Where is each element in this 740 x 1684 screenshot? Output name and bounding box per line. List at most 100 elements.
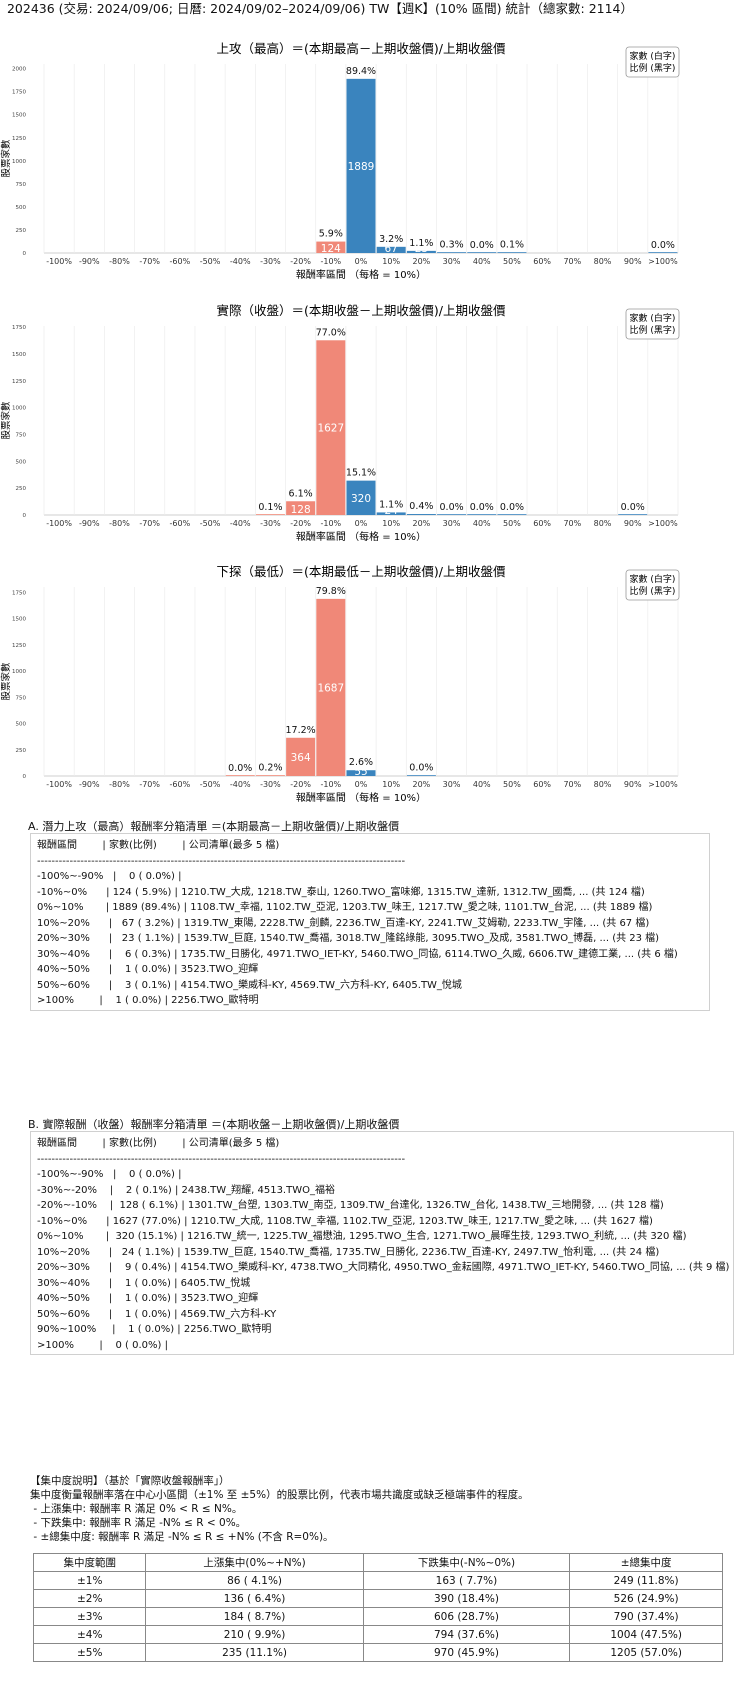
x-tick-label: -10% xyxy=(320,257,341,266)
section-a-line: 20%~30% | 23 ( 1.1%) | 1539.TW_巨庭, 1540.… xyxy=(37,933,660,944)
bar-pct-label: 0.0% xyxy=(409,763,433,774)
legend-box: 家數 (白字)比例 (黑字) xyxy=(625,308,680,340)
section-b-line: 0%~10% | 320 (15.1%) | 1216.TW_統一, 1225.… xyxy=(37,1231,687,1242)
section-b-line: 40%~50% | 1 ( 0.0%) | 3523.TWO_迎輝 xyxy=(37,1293,259,1304)
y-tick-label: 1750 xyxy=(12,590,26,596)
section-a-line: 30%~40% | 6 ( 0.3%) | 1735.TW_日勝化, 4971.… xyxy=(37,948,678,960)
section-b-line: 50%~60% | 1 ( 0.0%) | 4569.TW_六方科-KY xyxy=(37,1308,277,1320)
concentration-cell: 210 ( 9.9%) xyxy=(145,1625,364,1644)
y-tick-label: 1250 xyxy=(12,643,26,649)
bar xyxy=(286,501,316,515)
y-tick-label: 1500 xyxy=(12,352,26,358)
x-tick-label: -40% xyxy=(230,257,251,266)
x-tick-label: 80% xyxy=(594,519,612,528)
bar xyxy=(376,246,406,253)
chart-title: 實際（收盤）＝(本期收盤－上期收盤價)/上期收盤價 xyxy=(217,303,506,318)
section-b-title: B. 實際報酬（收盤）報酬率分箱清單 ＝(本期收盤－上期收盤價)/上期收盤價 xyxy=(28,1118,400,1131)
section-a-line: -100%~-90% | 0 ( 0.0%) | xyxy=(37,871,182,882)
bar xyxy=(467,252,497,253)
concentration-cell: 249 (11.8%) xyxy=(569,1571,723,1590)
section-b-line: 30%~40% | 1 ( 0.0%) | 6405.TW_悅城 xyxy=(37,1277,251,1289)
concentration-cell: 526 (24.9%) xyxy=(569,1589,723,1608)
x-axis-label: 報酬率區間 （每格 = 10%） xyxy=(296,791,426,804)
y-tick-label: 1500 xyxy=(12,617,26,623)
x-tick-label: 90% xyxy=(624,519,642,528)
x-tick-label: -30% xyxy=(260,519,281,528)
x-tick-label: -40% xyxy=(230,780,251,789)
bar-pct-label: 79.8% xyxy=(316,586,346,597)
concentration-row: ±2% 136 ( 6.4%) 390 (18.4%) 526 (24.9%) xyxy=(32,1589,723,1608)
legend-line-count: 家數 (白字) xyxy=(630,50,676,62)
concentration-header-cell: 下跌集中(-N%~0%) xyxy=(362,1553,571,1572)
x-tick-label: -10% xyxy=(320,519,341,528)
x-tick-label: -40% xyxy=(230,519,251,528)
section-a-line: 報酬區間 | 家數(比例) | 公司清單(最多 5 檔) xyxy=(37,840,280,851)
x-tick-label: >100% xyxy=(648,519,678,528)
x-tick-label: -70% xyxy=(139,519,160,528)
y-tick-label: 500 xyxy=(16,722,27,728)
bar xyxy=(376,512,406,515)
concentration-note-line: 【集中度說明】（基於「實際收盤報酬率」） xyxy=(30,1475,230,1487)
y-tick-label: 2000 xyxy=(12,67,26,73)
concentration-cell: 794 (37.6%) xyxy=(362,1625,571,1644)
x-tick-label: 40% xyxy=(473,257,491,266)
x-tick-label: -80% xyxy=(109,780,130,789)
bar xyxy=(316,340,346,515)
y-tick-label: 1750 xyxy=(12,90,26,96)
x-tick-label: -80% xyxy=(109,257,130,266)
section-a-line: 10%~20% | 67 ( 3.2%) | 1319.TW_東陽, 2228.… xyxy=(37,917,650,929)
bar xyxy=(316,598,346,776)
legend-box: 家數 (白字)比例 (黑字) xyxy=(625,46,680,78)
y-tick-label: 750 xyxy=(16,695,27,701)
bar-count-label: 1889 xyxy=(348,161,375,173)
x-tick-label: 80% xyxy=(594,257,612,266)
bar-count-label: 1627 xyxy=(317,423,344,435)
concentration-note-line: 集中度衡量報酬率落在中心小區間（±1% 至 ±5%）的股票比例，代表市場共識度或… xyxy=(30,1489,529,1501)
section-b-line: -20%~-10% | 128 ( 6.1%) | 1301.TW_台塑, 13… xyxy=(37,1200,664,1211)
legend-line-count: 家數 (白字) xyxy=(630,573,676,585)
y-tick-label: 750 xyxy=(16,432,27,438)
legend-line-count: 家數 (白字) xyxy=(630,312,676,324)
x-tick-label: 10% xyxy=(382,257,400,266)
concentration-cell: 184 ( 8.7%) xyxy=(145,1607,364,1626)
bar-pct-label: 1.1% xyxy=(409,238,433,249)
x-tick-label: 20% xyxy=(412,780,430,789)
bar xyxy=(406,250,436,253)
concentration-cell: 86 ( 4.1%) xyxy=(145,1571,364,1590)
y-tick-label: 0 xyxy=(23,513,27,519)
chart-actual-close: 實際（收盤）＝(本期收盤－上期收盤價)/上期收盤價 0 250 500 750 1000 1… xyxy=(0,300,740,560)
legend-box: 家數 (白字)比例 (黑字) xyxy=(625,569,680,601)
section-b-line: ----------------------------------------… xyxy=(37,1153,406,1165)
bar-pct-label: 89.4% xyxy=(346,66,376,77)
section-b-line: -100%~-90% | 0 ( 0.0%) | xyxy=(37,1169,182,1180)
concentration-cell: ±1% xyxy=(32,1571,147,1590)
bar-count-label: 364 xyxy=(291,752,311,764)
concentration-note: 【集中度說明】（基於「實際收盤報酬率」） 集中度衡量報酬率落在中心小區間（±1% … xyxy=(30,1474,529,1544)
section-a-title: A. 潛力上攻（最高）報酬率分箱清單 ＝(本期最高－上期收盤價)/上期收盤價 xyxy=(28,820,400,833)
chart-downside-low: 下探（最低）＝(本期最低－上期收盤價)/上期收盤價 0 250 500 750 1000 1… xyxy=(0,561,740,821)
concentration-note-line: - ±總集中度: 報酬率 R 滿足 -N% ≤ R ≤ +N% (不含 R=0%… xyxy=(30,1531,334,1543)
y-tick-label: 500 xyxy=(16,205,27,211)
bar-pct-label: 0.0% xyxy=(228,763,252,774)
x-tick-label: 60% xyxy=(533,780,551,789)
x-tick-label: -70% xyxy=(139,257,160,266)
bar-pct-label: 0.2% xyxy=(258,763,282,774)
bar-pct-label: 0.0% xyxy=(621,502,645,513)
y-tick-label: 1250 xyxy=(12,136,26,142)
x-tick-label: 40% xyxy=(473,780,491,789)
x-tick-label: -60% xyxy=(170,257,191,266)
concentration-cell: ±4% xyxy=(32,1625,147,1644)
x-tick-label: -70% xyxy=(139,780,160,789)
section-a-list: 報酬區間 | 家數(比例) | 公司清單(最多 5 檔) ------------… xyxy=(30,833,710,1011)
bar xyxy=(497,252,527,253)
x-tick-label: 20% xyxy=(412,257,430,266)
chart-title: 上攻（最高）＝(本期最高－上期收盤價)/上期收盤價 xyxy=(217,41,506,56)
x-tick-label: -50% xyxy=(200,257,221,266)
bar-pct-label: 77.0% xyxy=(316,327,346,338)
concentration-cell: ±5% xyxy=(32,1643,147,1662)
x-tick-label: >100% xyxy=(648,257,678,266)
concentration-cell: 1205 (57.0%) xyxy=(569,1643,723,1662)
x-tick-label: -90% xyxy=(79,780,100,789)
chart-svg: 下探（最低）＝(本期最低－上期收盤價)/上期收盤價 0 250 500 750 1000 1… xyxy=(0,564,680,804)
bar xyxy=(316,241,346,253)
